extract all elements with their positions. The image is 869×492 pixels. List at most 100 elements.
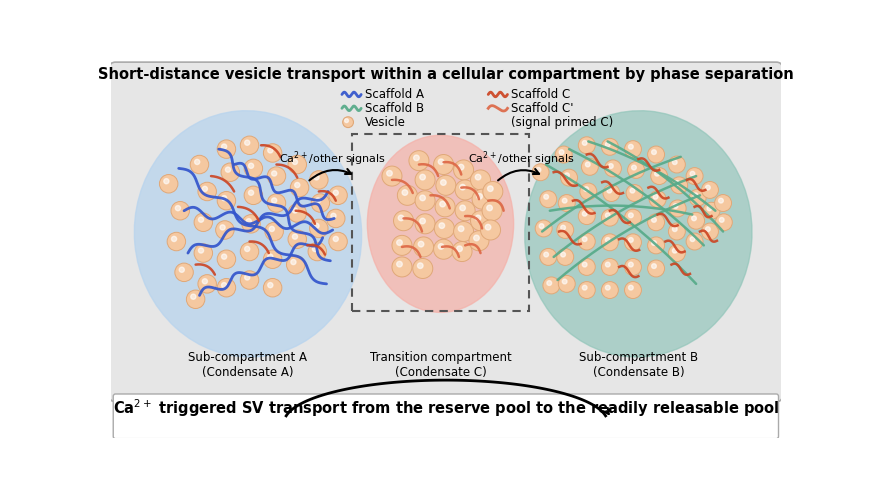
Circle shape — [672, 160, 676, 164]
Circle shape — [198, 182, 216, 201]
Circle shape — [670, 177, 687, 194]
Circle shape — [240, 271, 258, 289]
Circle shape — [653, 194, 657, 199]
Circle shape — [392, 257, 412, 277]
Circle shape — [386, 170, 392, 176]
Circle shape — [434, 197, 454, 217]
Circle shape — [396, 240, 401, 246]
Circle shape — [607, 188, 611, 193]
Circle shape — [268, 148, 273, 153]
Circle shape — [480, 220, 500, 240]
Circle shape — [579, 183, 596, 200]
Circle shape — [583, 187, 588, 191]
Circle shape — [240, 242, 258, 261]
FancyBboxPatch shape — [113, 394, 778, 439]
Circle shape — [651, 217, 655, 222]
Text: Scaffold B: Scaffold B — [365, 102, 424, 115]
Circle shape — [539, 191, 556, 208]
Circle shape — [344, 119, 348, 123]
Circle shape — [600, 209, 618, 226]
Circle shape — [539, 248, 556, 265]
Circle shape — [580, 158, 598, 175]
Circle shape — [578, 281, 594, 299]
Circle shape — [268, 282, 273, 288]
Circle shape — [650, 168, 667, 184]
Circle shape — [288, 204, 306, 222]
Circle shape — [312, 246, 317, 251]
Circle shape — [263, 278, 282, 297]
Circle shape — [415, 214, 434, 234]
Circle shape — [398, 215, 403, 221]
Circle shape — [627, 144, 633, 149]
Circle shape — [420, 174, 425, 180]
Circle shape — [581, 212, 587, 216]
Circle shape — [222, 282, 227, 288]
Circle shape — [654, 171, 659, 176]
Circle shape — [271, 171, 276, 176]
Circle shape — [268, 254, 273, 259]
Circle shape — [581, 141, 587, 145]
Circle shape — [342, 117, 353, 127]
Circle shape — [195, 159, 200, 164]
Circle shape — [605, 238, 609, 242]
Text: Scaffold A: Scaffold A — [365, 88, 423, 101]
Circle shape — [396, 261, 401, 267]
Circle shape — [672, 227, 676, 232]
Circle shape — [314, 175, 319, 180]
Circle shape — [667, 223, 685, 240]
Circle shape — [434, 218, 454, 239]
Circle shape — [578, 137, 594, 154]
Circle shape — [222, 195, 227, 201]
Circle shape — [605, 213, 609, 217]
Circle shape — [401, 190, 408, 195]
Circle shape — [672, 248, 676, 253]
Circle shape — [433, 239, 453, 259]
Circle shape — [686, 233, 702, 250]
Circle shape — [167, 232, 185, 251]
Circle shape — [719, 217, 723, 222]
Circle shape — [271, 198, 276, 203]
Circle shape — [225, 167, 230, 172]
Circle shape — [581, 285, 587, 290]
Text: Scaffold C': Scaffold C' — [511, 102, 574, 115]
Circle shape — [221, 163, 239, 182]
Circle shape — [485, 224, 490, 230]
Circle shape — [413, 237, 433, 257]
Circle shape — [412, 258, 432, 278]
Circle shape — [705, 227, 709, 232]
Circle shape — [439, 223, 444, 228]
Circle shape — [202, 186, 207, 191]
Circle shape — [581, 262, 587, 267]
Circle shape — [408, 151, 428, 171]
Circle shape — [175, 263, 193, 281]
Circle shape — [415, 170, 434, 190]
Circle shape — [311, 194, 329, 212]
Circle shape — [269, 226, 274, 232]
Circle shape — [288, 230, 306, 248]
Circle shape — [290, 179, 308, 197]
Circle shape — [602, 184, 620, 202]
Circle shape — [295, 183, 300, 187]
Text: Sub-compartment B
(Condensate B): Sub-compartment B (Condensate B) — [578, 351, 697, 379]
Circle shape — [470, 211, 490, 231]
Circle shape — [452, 242, 472, 262]
Circle shape — [667, 156, 685, 173]
Circle shape — [418, 241, 423, 247]
Circle shape — [413, 155, 419, 161]
Circle shape — [627, 262, 633, 267]
Circle shape — [179, 267, 184, 273]
Circle shape — [629, 188, 634, 193]
Circle shape — [194, 213, 212, 232]
Circle shape — [470, 170, 490, 190]
Circle shape — [627, 285, 633, 290]
Circle shape — [163, 179, 169, 184]
Circle shape — [543, 194, 548, 199]
Circle shape — [217, 191, 235, 210]
Circle shape — [714, 214, 732, 231]
Circle shape — [600, 234, 618, 251]
Ellipse shape — [134, 111, 362, 357]
Text: (signal primed C): (signal primed C) — [511, 116, 613, 129]
Circle shape — [600, 281, 618, 299]
Circle shape — [604, 160, 620, 177]
Circle shape — [558, 276, 574, 292]
